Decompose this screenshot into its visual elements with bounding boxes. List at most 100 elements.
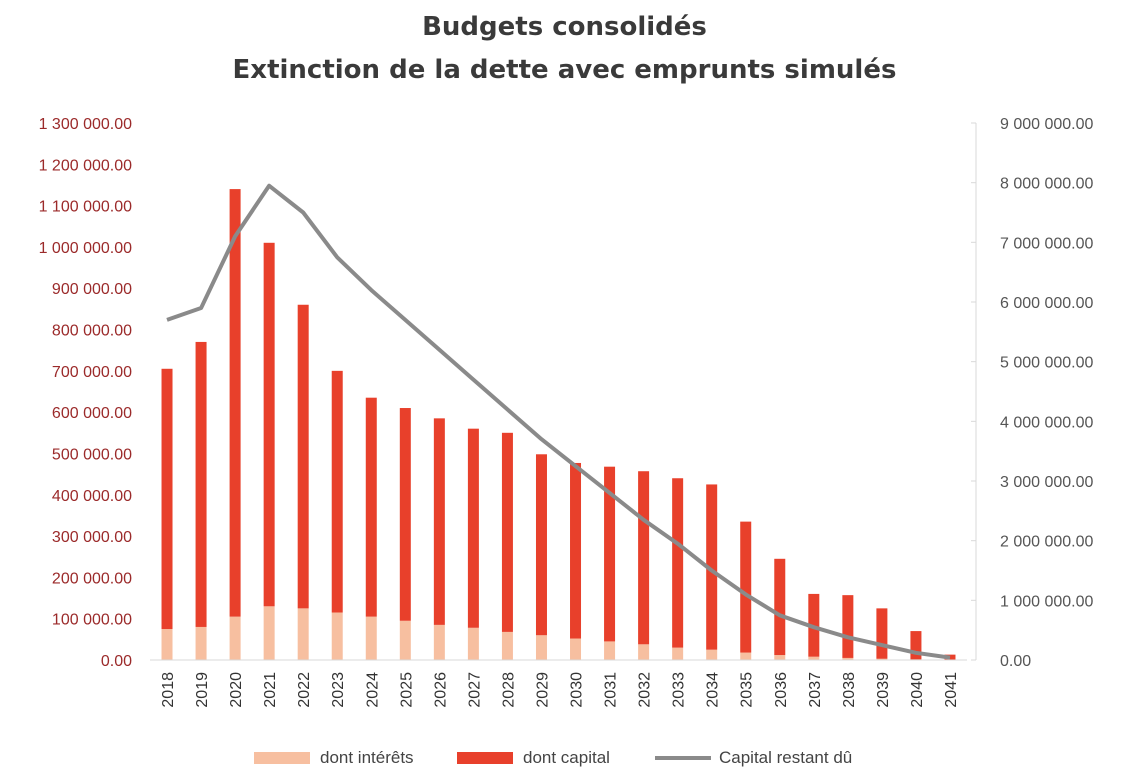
bar-capital-2034 <box>706 484 718 650</box>
line-group <box>166 183 951 660</box>
bar-capital-2020 <box>229 189 241 617</box>
bar-interets-2026 <box>433 624 445 660</box>
x-tick-2028: 2028 <box>500 672 517 708</box>
x-tick-2036: 2036 <box>773 672 790 708</box>
bar-capital-2038 <box>842 595 854 658</box>
bar-capital-2024 <box>365 397 377 617</box>
x-tick-2024: 2024 <box>364 672 381 708</box>
bar-interets-2018 <box>161 629 173 660</box>
x-tick-2018: 2018 <box>160 672 177 708</box>
bar-capital-2030 <box>570 462 582 639</box>
chart-title: Budgets consolidés <box>422 12 707 42</box>
bars-group <box>161 189 956 660</box>
y-right-tick: 4 000 000.00 <box>1000 414 1094 431</box>
bar-interets-2029 <box>535 635 547 660</box>
x-axis: 2018 2019 2020 2021 2022 2023 2024 2025 2026 2027… <box>150 659 967 708</box>
x-tick-2037: 2037 <box>807 672 824 708</box>
bar-interets-2024 <box>365 616 377 660</box>
bar-interets-2027 <box>467 627 479 660</box>
legend-item-capital: dont capital <box>457 748 610 768</box>
x-tick-2029: 2029 <box>534 672 551 708</box>
chart-subtitle: Extinction de la dette avec emprunts sim… <box>232 55 897 85</box>
bar-interets-2030 <box>570 638 582 660</box>
chart-plot: 0.00 100 000.00 200 000.00 300 000.00 400 00… <box>39 116 1094 708</box>
y-left-tick: 700 000.00 <box>52 364 132 381</box>
legend-swatch-capital <box>457 752 513 764</box>
bar-capital-2018 <box>161 368 173 630</box>
y-left-tick: 100 000.00 <box>52 612 132 629</box>
bar-capital-2026 <box>433 418 445 625</box>
y-right-tick: 5 000 000.00 <box>1000 355 1094 372</box>
x-tick-2038: 2038 <box>841 672 858 708</box>
y-right-tick: 2 000 000.00 <box>1000 534 1094 551</box>
x-tick-2022: 2022 <box>296 672 313 708</box>
y-left-tick: 500 000.00 <box>52 446 132 463</box>
x-tick-2026: 2026 <box>432 672 449 708</box>
bar-interets-2035 <box>740 652 752 660</box>
x-tick-2020: 2020 <box>228 672 245 708</box>
line-capital-restant <box>166 183 951 660</box>
bar-interets-2019 <box>195 626 207 660</box>
x-tick-2032: 2032 <box>637 672 654 708</box>
bar-interets-2031 <box>604 641 616 660</box>
bar-capital-2025 <box>399 408 411 621</box>
bar-interets-2023 <box>331 612 343 660</box>
bar-interets-2032 <box>638 644 650 660</box>
bar-interets-2036 <box>774 655 786 660</box>
bar-capital-2039 <box>876 608 888 659</box>
y-left-tick: 1 000 000.00 <box>39 240 133 257</box>
bar-interets-2034 <box>706 649 718 660</box>
y-axis-left: 0.00 100 000.00 200 000.00 300 000.00 400 00… <box>39 116 133 670</box>
bar-interets-2039 <box>876 658 888 660</box>
legend-item-restant: Capital restant dû <box>655 748 852 768</box>
y-left-tick: 1 100 000.00 <box>39 199 133 216</box>
bar-interets-2020 <box>229 616 241 660</box>
bar-capital-2022 <box>297 304 309 609</box>
legend-swatch-interets <box>254 752 310 764</box>
bar-interets-2038 <box>842 657 854 660</box>
bar-capital-2021 <box>263 242 275 607</box>
bar-interets-2033 <box>672 647 684 660</box>
bar-interets-2025 <box>399 620 411 660</box>
x-tick-2035: 2035 <box>739 672 756 708</box>
x-tick-2040: 2040 <box>909 672 926 708</box>
bar-interets-2022 <box>297 608 309 660</box>
bar-capital-2032 <box>638 471 650 645</box>
x-tick-2033: 2033 <box>671 672 688 708</box>
y-left-tick: 600 000.00 <box>52 405 132 422</box>
legend-label-restant: Capital restant dû <box>719 748 853 767</box>
y-left-tick: 800 000.00 <box>52 323 132 340</box>
x-tick-2027: 2027 <box>466 672 483 708</box>
bar-capital-2033 <box>672 478 684 648</box>
legend: dont intérêts dont capital Capital resta… <box>0 748 1129 772</box>
y-right-tick: 9 000 000.00 <box>1000 116 1094 133</box>
legend-item-interets: dont intérêts <box>254 748 414 768</box>
y-left-tick: 0.00 <box>101 653 132 670</box>
x-tick-2021: 2021 <box>262 672 279 708</box>
x-tick-2039: 2039 <box>875 672 892 708</box>
bar-capital-2040 <box>910 631 922 660</box>
legend-label-interets: dont intérêts <box>320 748 414 767</box>
bar-capital-2036 <box>774 558 786 656</box>
bar-interets-2037 <box>808 656 820 660</box>
x-tick-2034: 2034 <box>705 672 722 708</box>
bar-capital-2019 <box>195 341 207 627</box>
x-tick-2030: 2030 <box>569 672 586 708</box>
legend-label-capital: dont capital <box>523 748 610 767</box>
bar-interets-2021 <box>263 606 275 660</box>
y-right-tick: 1 000 000.00 <box>1000 593 1094 610</box>
y-axis-right: 0.00 1 000 000.00 2 000 000.00 3 000 000.00… <box>971 116 1094 670</box>
y-left-tick: 200 000.00 <box>52 570 132 587</box>
bar-interets-2028 <box>501 631 513 660</box>
bar-capital-2027 <box>467 428 479 628</box>
x-tick-2025: 2025 <box>398 672 415 708</box>
y-right-tick: 7 000 000.00 <box>1000 235 1094 252</box>
x-tick-2031: 2031 <box>603 672 620 708</box>
x-tick-2041: 2041 <box>943 672 960 708</box>
bar-capital-2031 <box>604 466 616 642</box>
bar-capital-2029 <box>535 454 547 636</box>
legend-swatch-restant <box>655 756 711 760</box>
y-right-tick: 3 000 000.00 <box>1000 474 1094 491</box>
y-left-tick: 900 000.00 <box>52 281 132 298</box>
y-left-tick: 1 300 000.00 <box>39 116 133 133</box>
